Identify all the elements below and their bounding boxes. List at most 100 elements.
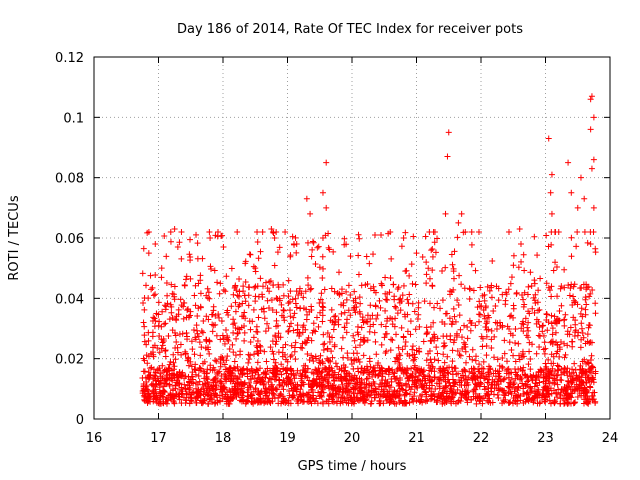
data-point	[260, 305, 267, 312]
data-point	[396, 392, 403, 399]
data-point	[205, 381, 212, 388]
data-point	[220, 287, 227, 294]
data-point	[198, 344, 205, 351]
data-point	[150, 353, 157, 360]
data-point	[175, 306, 182, 313]
data-point	[544, 311, 551, 318]
data-point	[423, 357, 430, 364]
data-point	[241, 309, 248, 316]
data-point	[230, 316, 237, 323]
data-point	[483, 320, 490, 327]
data-point	[224, 353, 231, 360]
data-point	[187, 308, 194, 315]
data-point	[429, 253, 436, 260]
data-point	[519, 318, 526, 325]
data-point	[168, 281, 175, 288]
data-point	[347, 386, 354, 393]
data-point	[567, 393, 573, 400]
data-point	[266, 389, 273, 396]
data-point	[329, 367, 336, 374]
data-point	[549, 365, 556, 372]
data-point	[524, 291, 531, 298]
data-point	[422, 388, 429, 395]
data-point	[590, 156, 597, 163]
x-tick-label: 20	[344, 431, 361, 446]
data-point	[543, 232, 550, 239]
data-point	[201, 370, 208, 377]
data-point	[203, 336, 210, 343]
data-point	[164, 292, 171, 299]
data-point	[548, 210, 555, 217]
data-point	[262, 328, 269, 335]
data-point	[308, 285, 315, 292]
data-point	[312, 328, 319, 335]
data-point	[585, 359, 592, 366]
data-point	[318, 373, 325, 380]
data-point	[403, 370, 410, 377]
data-point	[254, 350, 261, 357]
data-point	[155, 299, 162, 306]
data-point	[568, 281, 575, 288]
data-point	[588, 165, 595, 172]
data-point	[250, 306, 257, 313]
data-point	[247, 326, 254, 333]
data-point	[305, 334, 312, 341]
data-point	[449, 376, 456, 383]
data-point	[552, 259, 559, 266]
data-point	[150, 292, 157, 299]
data-point	[468, 396, 475, 403]
data-point	[392, 393, 399, 400]
data-point	[323, 159, 330, 166]
data-point	[392, 315, 399, 322]
data-point	[308, 337, 315, 344]
data-point	[535, 318, 542, 325]
data-point	[512, 339, 519, 346]
data-point	[355, 252, 362, 259]
data-point	[523, 389, 530, 396]
data-point	[457, 352, 464, 359]
data-point	[480, 358, 487, 365]
data-point	[300, 392, 307, 399]
data-point	[236, 276, 243, 283]
data-point	[363, 376, 370, 383]
data-point	[430, 390, 437, 397]
data-point	[357, 310, 364, 317]
data-point	[423, 280, 430, 287]
data-point	[588, 352, 595, 359]
data-point	[484, 283, 491, 290]
data-point	[557, 285, 564, 292]
data-point	[370, 251, 377, 258]
data-point	[394, 310, 401, 317]
data-point	[429, 334, 436, 341]
data-point	[252, 265, 259, 272]
data-point	[553, 264, 560, 271]
data-point	[388, 255, 395, 262]
data-point	[319, 381, 326, 388]
data-point	[325, 400, 332, 407]
x-tick-label: 18	[215, 431, 232, 446]
data-point	[219, 232, 226, 239]
data-point	[230, 349, 237, 356]
data-point	[373, 315, 380, 322]
data-point	[164, 300, 171, 307]
data-point	[396, 360, 403, 367]
data-point	[280, 307, 287, 314]
data-point	[499, 365, 506, 372]
data-point	[459, 345, 466, 352]
data-point	[281, 317, 288, 324]
data-point	[241, 329, 248, 336]
data-point	[329, 398, 336, 405]
data-point	[572, 399, 579, 406]
data-point	[254, 337, 261, 344]
data-point	[244, 384, 251, 391]
data-point	[404, 375, 411, 382]
data-point	[348, 361, 355, 368]
data-point	[247, 251, 254, 258]
data-point	[539, 322, 546, 329]
data-point	[381, 386, 388, 393]
data-point	[483, 342, 490, 349]
data-point	[331, 313, 338, 320]
data-point	[350, 350, 357, 357]
data-point	[159, 339, 166, 346]
data-point	[468, 241, 475, 248]
